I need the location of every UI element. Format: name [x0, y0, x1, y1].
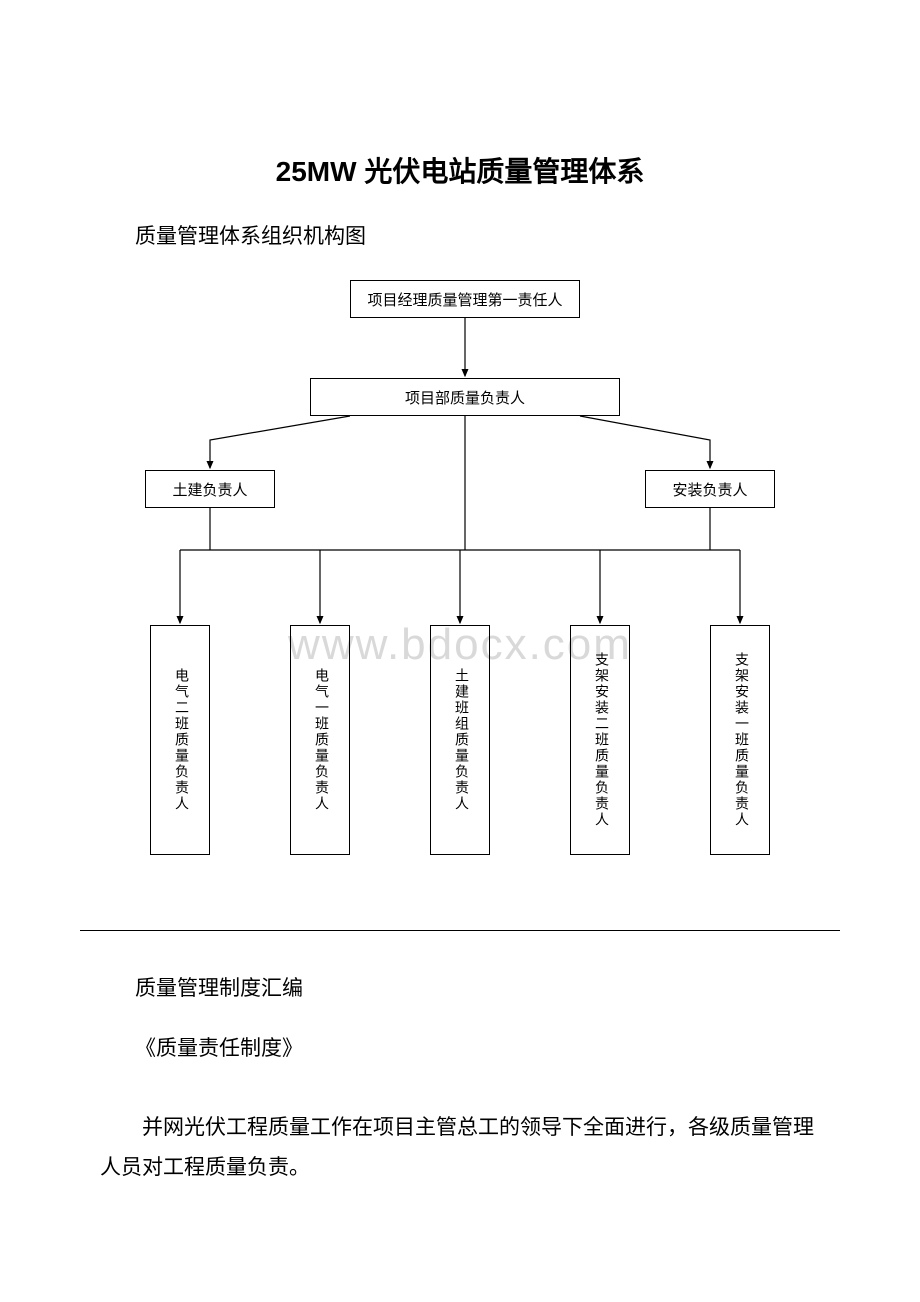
- node-b1: 电气二班质量负责人: [150, 625, 210, 855]
- node-root: 项目经理质量管理第一责任人: [350, 280, 580, 318]
- org-chart: 项目经理质量管理第一责任人 项目部质量负责人 土建负责人 安装负责人 电气二班质…: [80, 270, 840, 900]
- subtitle: 质量管理体系组织机构图: [135, 220, 840, 250]
- node-b3: 土建班组质量负责人: [430, 625, 490, 855]
- node-b5: 支架安装一班质量负责人: [710, 625, 770, 855]
- section-heading-1: 质量管理制度汇编: [135, 971, 840, 1007]
- main-title: 25MW 光伏电站质量管理体系: [80, 150, 840, 190]
- node-level2: 项目部质量负责人: [310, 378, 620, 416]
- node-civil: 土建负责人: [145, 470, 275, 508]
- body-paragraph: 并网光伏工程质量工作在项目主管总工的领导下全面进行，各级质量管理人员对工程质量负…: [100, 1108, 830, 1188]
- section-heading-2: 《质量责任制度》: [135, 1031, 840, 1067]
- node-install: 安装负责人: [645, 470, 775, 508]
- node-b4: 支架安装二班质量负责人: [570, 625, 630, 855]
- node-b2: 电气一班质量负责人: [290, 625, 350, 855]
- document-page: 25MW 光伏电站质量管理体系 质量管理体系组织机构图 www.bdocx.co…: [0, 0, 920, 1248]
- section-divider: [80, 930, 840, 931]
